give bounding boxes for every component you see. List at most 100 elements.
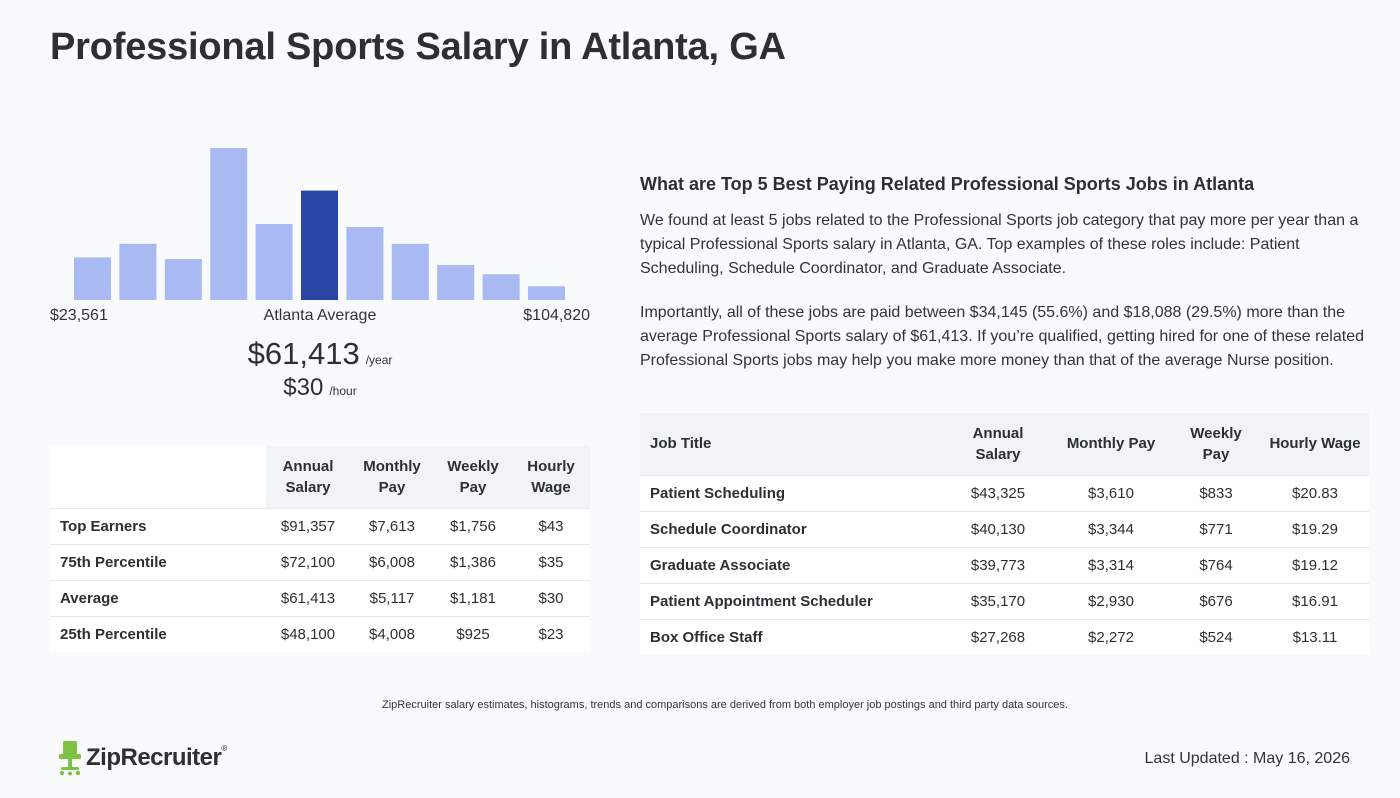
annual-salary: $40,130 [945, 510, 1051, 547]
salary-histogram [50, 140, 590, 300]
hourly-wage: $16.91 [1261, 582, 1369, 619]
page-title: Professional Sports Salary in Atlanta, G… [50, 26, 786, 68]
histogram-bar [74, 257, 111, 300]
jobs-header-weekly: Weekly Pay [1171, 413, 1261, 475]
histogram-min-label: $23,561 [50, 307, 108, 324]
annual-salary: $48,100 [266, 615, 350, 652]
jobs-header-annual: Annual Salary [945, 413, 1051, 475]
job-title: Patient Scheduling [640, 474, 945, 511]
jobs-header-monthly: Monthly Pay [1051, 413, 1171, 475]
job-title: Graduate Associate [640, 546, 945, 583]
weekly-pay: $524 [1171, 618, 1261, 655]
monthly-pay: $2,930 [1051, 582, 1171, 619]
monthly-pay: $3,314 [1051, 546, 1171, 583]
histogram-bar [528, 286, 565, 300]
jobs-header-hourly: Hourly Wage [1261, 413, 1369, 475]
ziprecruiter-logo[interactable]: ZipRecruiter® [58, 740, 227, 776]
histogram-bar [482, 274, 520, 300]
histogram-bar [346, 227, 384, 300]
histogram-bar [437, 265, 475, 300]
row-label: Average [50, 579, 266, 616]
last-updated: Last Updated : May 16, 2026 [1144, 750, 1350, 767]
histogram-mid-label: Atlanta Average [263, 307, 377, 324]
logo-text: ZipRecruiter® [86, 744, 227, 772]
top-jobs-paragraph-1: We found at least 5 jobs related to the … [640, 212, 1359, 277]
table-row: Patient Appointment Scheduler $35,170 $2… [640, 582, 1369, 619]
weekly-pay: $925 [434, 615, 512, 652]
average-yearly: $61,413/year [50, 336, 590, 372]
percentile-header-monthly: Monthly Pay [350, 446, 434, 508]
row-label: 75th Percentile [50, 543, 266, 580]
table-row: Patient Scheduling $43,325 $3,610 $833 $… [640, 474, 1369, 511]
table-row: Top Earners $91,357 $7,613 $1,756 $43 [50, 507, 590, 544]
average-hourly-value: $30 [283, 374, 324, 401]
histogram-labels: $23,561 Atlanta Average $104,820 [50, 307, 590, 329]
average-yearly-value: $61,413 [247, 336, 360, 371]
weekly-pay: $833 [1171, 474, 1261, 511]
percentile-table-header: Annual Salary Monthly Pay Weekly Pay Hou… [50, 446, 590, 508]
annual-salary: $27,268 [945, 618, 1051, 655]
table-row: 75th Percentile $72,100 $6,008 $1,386 $3… [50, 543, 590, 580]
jobs-table-header: Job Title Annual Salary Monthly Pay Week… [640, 413, 1369, 475]
hourly-wage: $35 [512, 543, 590, 580]
hourly-wage: $19.29 [1261, 510, 1369, 547]
weekly-pay: $676 [1171, 582, 1261, 619]
hourly-wage: $23 [512, 615, 590, 652]
top-jobs-heading: What are Top 5 Best Paying Related Profe… [640, 174, 1255, 194]
histogram-bar [164, 259, 202, 300]
row-label: Top Earners [50, 507, 266, 544]
percentile-header-annual: Annual Salary [266, 446, 350, 508]
annual-salary: $43,325 [945, 474, 1051, 511]
table-row: Graduate Associate $39,773 $3,314 $764 $… [640, 546, 1369, 583]
percentile-header-hourly: Hourly Wage [512, 446, 590, 508]
table-row: Average $61,413 $5,117 $1,181 $30 [50, 579, 590, 616]
histogram-bar [119, 243, 157, 300]
monthly-pay: $7,613 [350, 507, 434, 544]
monthly-pay: $2,272 [1051, 618, 1171, 655]
hourly-wage: $13.11 [1261, 618, 1369, 655]
histogram-bar-average [301, 190, 338, 300]
hourly-wage: $20.83 [1261, 474, 1369, 511]
weekly-pay: $1,181 [434, 579, 512, 616]
weekly-pay: $1,386 [434, 543, 512, 580]
registered-mark: ® [221, 744, 227, 753]
logo-wordmark: ZipRecruiter [86, 744, 222, 771]
annual-salary: $91,357 [266, 507, 350, 544]
monthly-pay: $6,008 [350, 543, 434, 580]
histogram-bar [210, 148, 248, 300]
job-title: Schedule Coordinator [640, 510, 945, 547]
row-label: 25th Percentile [50, 615, 266, 652]
average-hourly-unit: /hour [329, 384, 357, 398]
percentile-header-blank [50, 446, 266, 508]
histogram-chart [74, 148, 565, 300]
average-yearly-unit: /year [365, 353, 393, 367]
annual-salary: $39,773 [945, 546, 1051, 583]
histogram-max-label: $104,820 [523, 307, 590, 324]
table-row: Schedule Coordinator $40,130 $3,344 $771… [640, 510, 1369, 547]
hourly-wage: $43 [512, 507, 590, 544]
data-disclaimer: ZipRecruiter salary estimates, histogram… [382, 699, 1068, 711]
monthly-pay: $3,344 [1051, 510, 1171, 547]
chair-icon [59, 741, 81, 776]
weekly-pay: $1,756 [434, 507, 512, 544]
job-title: Box Office Staff [640, 618, 945, 655]
hourly-wage: $30 [512, 579, 590, 616]
weekly-pay: $771 [1171, 510, 1261, 547]
hourly-wage: $19.12 [1261, 546, 1369, 583]
monthly-pay: $5,117 [350, 579, 434, 616]
weekly-pay: $764 [1171, 546, 1261, 583]
histogram-bar [255, 224, 293, 300]
histogram-bar [391, 243, 429, 300]
top-jobs-table: Job Title Annual Salary Monthly Pay Week… [640, 413, 1369, 655]
top-jobs-paragraph-2: Importantly, all of these jobs are paid … [640, 304, 1364, 369]
jobs-header-title: Job Title [640, 413, 945, 475]
monthly-pay: $3,610 [1051, 474, 1171, 511]
table-row: Box Office Staff $27,268 $2,272 $524 $13… [640, 618, 1369, 655]
average-salary: $61,413/year $30/hour [50, 336, 590, 402]
monthly-pay: $4,008 [350, 615, 434, 652]
percentile-header-weekly: Weekly Pay [434, 446, 512, 508]
annual-salary: $35,170 [945, 582, 1051, 619]
percentile-table: Annual Salary Monthly Pay Weekly Pay Hou… [50, 446, 590, 652]
average-hourly: $30/hour [50, 374, 590, 402]
annual-salary: $61,413 [266, 579, 350, 616]
